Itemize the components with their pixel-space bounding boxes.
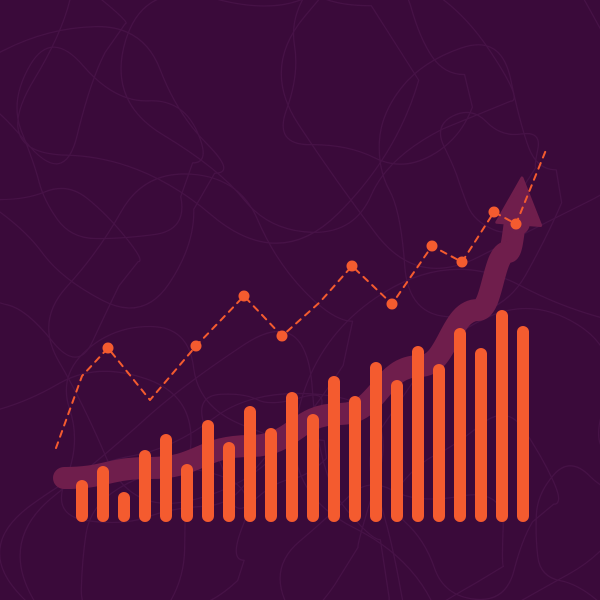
- growth-chart: [0, 0, 600, 600]
- line-series: [56, 150, 546, 448]
- infographic-canvas: [0, 0, 600, 600]
- trend-arrow: [64, 178, 541, 478]
